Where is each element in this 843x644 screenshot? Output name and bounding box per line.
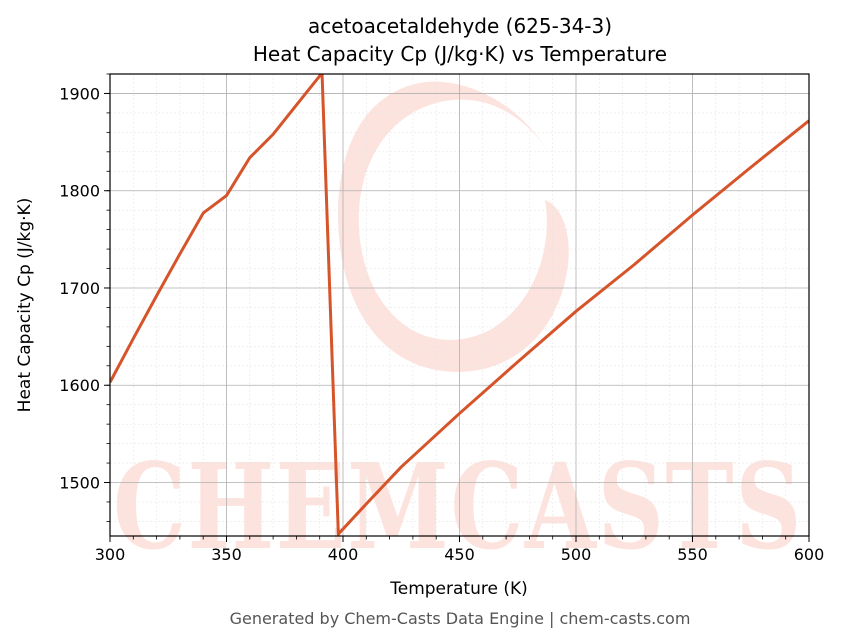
chart-subtitle: Heat Capacity Cp (J/kg·K) vs Temperature	[253, 42, 667, 66]
x-tick-label: 600	[794, 545, 825, 564]
series-layer	[110, 74, 809, 536]
footer-credit: Generated by Chem-Casts Data Engine | ch…	[230, 609, 691, 628]
x-tick-label: 300	[95, 545, 126, 564]
watermark-swirl-icon	[338, 81, 569, 373]
x-tick-label: 350	[211, 545, 242, 564]
y-tick-label: 1600	[59, 376, 100, 395]
watermark: CHEMCASTS	[113, 81, 803, 576]
x-tick-label: 500	[561, 545, 592, 564]
x-axis-label: Temperature (K)	[389, 579, 528, 599]
x-tick-label: 400	[328, 545, 359, 564]
y-tick-label: 1700	[59, 279, 100, 298]
y-tick-label: 1900	[59, 84, 100, 103]
grid	[109, 73, 810, 536]
chart-title: acetoacetaldehyde (625-34-3)	[308, 14, 612, 38]
series-line	[110, 74, 809, 536]
x-tick-label: 450	[444, 545, 475, 564]
y-tick-label: 1500	[59, 474, 100, 493]
y-axis-label: Heat Capacity Cp (J/kg·K)	[15, 198, 35, 413]
watermark-text: CHEMCASTS	[113, 437, 803, 576]
y-tick-label: 1800	[59, 182, 100, 201]
ticks: 300 350 400 450 500 550 600 1500 1600 1700 1800 190…	[59, 73, 825, 564]
x-tick-label: 550	[677, 545, 708, 564]
